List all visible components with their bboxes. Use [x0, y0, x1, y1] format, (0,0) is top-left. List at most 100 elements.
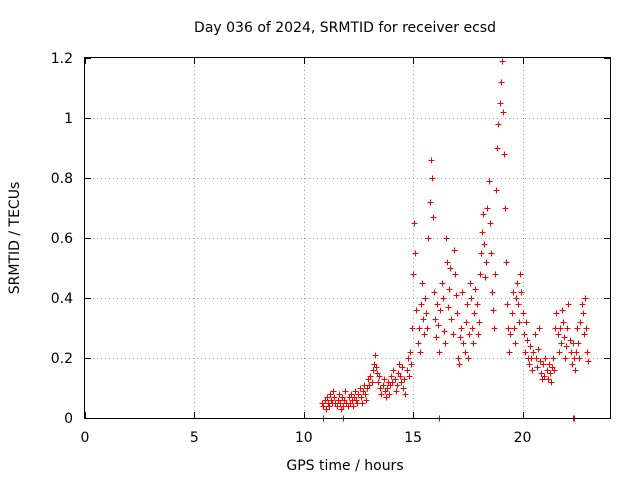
data-point [480, 211, 487, 218]
data-point [445, 304, 452, 311]
y-tick-label-1: 0.2 [51, 351, 73, 367]
data-point [470, 340, 477, 347]
data-point [330, 388, 337, 395]
y-tick-label-2: 0.4 [51, 291, 73, 307]
data-point [439, 280, 446, 287]
data-point [451, 247, 458, 254]
data-point [565, 301, 572, 308]
data-point [550, 355, 557, 362]
data-point [509, 310, 516, 317]
data-point [510, 289, 517, 296]
data-point [348, 391, 355, 398]
data-point [465, 355, 472, 362]
data-point [383, 394, 390, 401]
data-point [357, 385, 364, 392]
data-point [442, 340, 449, 347]
axis-ticks: 0 5 10 15 20 0 0.2 0.4 0.6 0.8 1 1.2 [51, 51, 610, 446]
data-point [555, 331, 562, 338]
data-point [582, 295, 589, 302]
data-point [381, 376, 388, 383]
data-point [459, 289, 466, 296]
data-point [512, 340, 519, 347]
data-point [440, 295, 447, 302]
data-point [405, 355, 412, 362]
data-point [324, 394, 331, 401]
data-point [499, 58, 506, 65]
data-point [576, 355, 583, 362]
data-point [434, 301, 441, 308]
data-point [518, 289, 525, 296]
data-point [547, 370, 554, 377]
data-point [524, 337, 531, 344]
data-point [532, 331, 539, 338]
grid-lines [85, 58, 610, 418]
data-point [471, 310, 478, 317]
data-point [541, 373, 548, 380]
data-point [326, 403, 333, 410]
data-point [328, 397, 335, 404]
data-point [503, 259, 510, 266]
data-point [401, 376, 408, 383]
data-point [396, 361, 403, 368]
data-point [479, 229, 486, 236]
data-point [494, 145, 501, 152]
y-tick-label-0: 0 [64, 411, 73, 427]
plot-frame [84, 57, 611, 419]
x-tick-label-4: 20 [514, 430, 532, 446]
data-point [521, 331, 528, 338]
data-point [584, 349, 591, 356]
data-point [535, 346, 542, 353]
data-point [350, 403, 357, 410]
data-point [542, 355, 549, 362]
data-point [427, 199, 434, 206]
data-point [428, 157, 435, 164]
data-point [546, 361, 553, 368]
data-point [460, 340, 467, 347]
data-point [477, 271, 484, 278]
data-point [469, 325, 476, 332]
data-point [323, 406, 330, 413]
data-point [538, 370, 545, 377]
data-point [398, 379, 405, 386]
y-axis-label: SRMTID / TECUs [7, 182, 23, 295]
data-point [553, 310, 560, 317]
data-point [513, 295, 520, 302]
data-point [359, 400, 366, 407]
data-point [516, 319, 523, 326]
data-point [432, 316, 439, 323]
data-point [320, 403, 327, 410]
data-point [406, 373, 413, 380]
data-point [475, 331, 482, 338]
data-point [464, 301, 471, 308]
data-point [561, 334, 568, 341]
data-point [373, 364, 380, 371]
data-point [501, 151, 508, 158]
data-point [483, 259, 490, 266]
data-point [411, 220, 418, 227]
data-point [388, 373, 395, 380]
data-point [444, 259, 451, 266]
data-point [437, 307, 444, 314]
data-point [580, 310, 587, 317]
data-point [453, 292, 460, 299]
data-point [431, 289, 438, 296]
data-point [389, 379, 396, 386]
data-point [583, 325, 590, 332]
data-point [416, 325, 423, 332]
data-point [537, 358, 544, 365]
data-point [567, 337, 574, 344]
data-point [412, 250, 419, 257]
data-point [397, 373, 404, 380]
data-point [390, 367, 397, 374]
y-tick-label-3: 0.6 [51, 231, 73, 247]
data-point [544, 367, 551, 374]
data-point [404, 367, 411, 374]
data-point [421, 331, 428, 338]
data-point [522, 349, 529, 356]
data-point [366, 382, 373, 389]
data-point [455, 355, 462, 362]
data-point [435, 322, 442, 329]
data-point [413, 307, 420, 314]
data-point [358, 394, 365, 401]
data-point [545, 376, 552, 383]
